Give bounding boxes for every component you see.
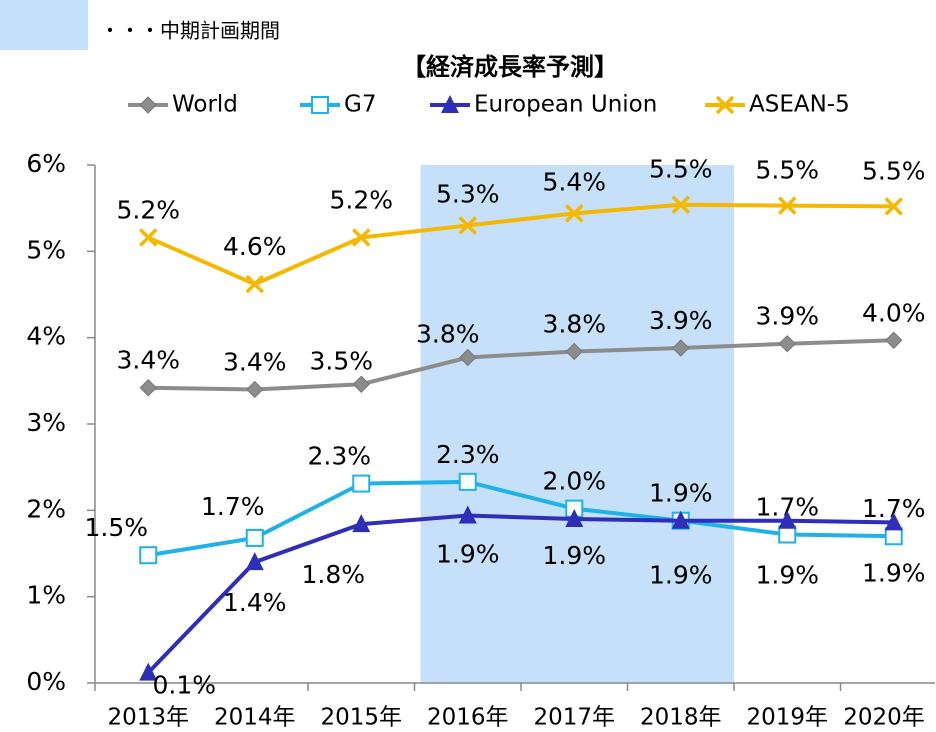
data-label: 5.5%	[649, 155, 713, 184]
marker	[352, 514, 371, 533]
data-label: 3.4%	[223, 347, 287, 376]
marker	[245, 274, 264, 294]
x-tick-label: 2017年	[533, 705, 615, 731]
marker	[885, 331, 903, 349]
legend-item: World	[128, 92, 238, 118]
marker	[715, 95, 735, 115]
marker	[441, 95, 459, 113]
marker	[311, 96, 329, 114]
series-line	[147, 479, 894, 558]
legend-item: European Union	[430, 92, 657, 118]
x-tick-label: 2016年	[427, 705, 509, 731]
marker	[139, 379, 157, 397]
x-tick-label: 2015年	[320, 705, 402, 731]
x-tick-label: 2019年	[746, 705, 828, 731]
data-label: 5.3%	[436, 179, 500, 208]
y-tick-label: 3%	[26, 408, 66, 437]
marker	[139, 662, 158, 681]
data-label: 1.8%	[301, 560, 365, 589]
legend-label: ASEAN-5	[749, 92, 850, 118]
series-line	[147, 202, 894, 287]
marker	[778, 525, 797, 544]
data-label: 1.5%	[84, 513, 148, 542]
marker	[458, 216, 477, 235]
legend-item: G7	[300, 92, 376, 118]
data-label: 3.5%	[309, 346, 373, 375]
legend-label: European Union	[474, 92, 657, 118]
marker	[352, 375, 370, 393]
marker	[778, 510, 797, 529]
marker	[778, 196, 797, 215]
x-tick-label: 2014年	[214, 705, 296, 731]
data-label: 2.3%	[436, 440, 500, 469]
data-label: 1.9%	[862, 558, 926, 587]
y-tick-label: 2%	[26, 494, 66, 523]
marker	[352, 474, 371, 493]
y-tick-label: 5%	[26, 235, 66, 264]
marker	[139, 228, 158, 247]
data-label: 1.9%	[649, 561, 713, 590]
highlight-band	[420, 165, 734, 683]
marker	[884, 197, 903, 216]
y-tick-label: 4%	[26, 322, 66, 351]
marker	[245, 552, 264, 571]
highlight-legend-swatch	[0, 0, 88, 50]
data-label: 3.9%	[755, 302, 819, 331]
marker	[671, 510, 690, 529]
marker	[671, 195, 690, 214]
highlight-legend-label: ・・・中期計画期間	[100, 19, 280, 43]
data-label: 3.9%	[649, 306, 713, 335]
data-label: 3.8%	[542, 309, 606, 338]
x-tick-label: 2020年	[843, 705, 925, 731]
data-label: 5.2%	[329, 186, 393, 215]
x-tick-label: 2013年	[107, 705, 189, 731]
data-label: 1.7%	[201, 492, 265, 521]
marker	[352, 228, 371, 247]
legend-item: ASEAN-5	[705, 92, 850, 118]
data-label: 5.5%	[755, 156, 819, 185]
marker	[139, 96, 157, 114]
marker	[672, 339, 690, 357]
data-label: 1.4%	[223, 588, 287, 617]
marker	[458, 472, 477, 491]
data-label: 3.4%	[116, 346, 180, 375]
chart-title: 【経済成長率予測】	[402, 53, 618, 81]
y-tick-label: 6%	[26, 149, 66, 178]
data-label: 0.1%	[152, 671, 216, 700]
data-label: 3.8%	[416, 320, 480, 349]
marker	[565, 204, 584, 223]
marker	[459, 348, 477, 367]
marker	[565, 342, 583, 361]
data-label: 1.9%	[755, 561, 819, 590]
marker	[458, 505, 477, 524]
marker	[884, 512, 903, 531]
legend-label: World	[172, 92, 238, 118]
data-label: 4.0%	[862, 298, 926, 327]
y-tick-label: 0%	[26, 667, 66, 696]
data-label: 1.9%	[649, 479, 713, 508]
legend-label: G7	[344, 92, 376, 118]
data-label: 2.3%	[307, 442, 371, 471]
series-line	[148, 338, 894, 392]
series-line	[146, 513, 894, 675]
x-tick-label: 2018年	[640, 705, 722, 731]
marker	[884, 527, 903, 546]
y-tick-label: 1%	[26, 581, 66, 610]
data-label: 5.2%	[116, 196, 180, 225]
marker	[139, 546, 158, 565]
marker	[565, 508, 584, 527]
data-label: 1.9%	[436, 540, 500, 569]
data-label: 2.0%	[542, 467, 606, 496]
data-label: 5.5%	[862, 156, 926, 185]
marker	[245, 528, 264, 547]
data-label: 1.9%	[542, 541, 606, 570]
marker	[246, 380, 264, 399]
data-label: 4.6%	[223, 232, 287, 261]
marker	[778, 335, 796, 353]
data-label: 5.4%	[542, 167, 606, 196]
